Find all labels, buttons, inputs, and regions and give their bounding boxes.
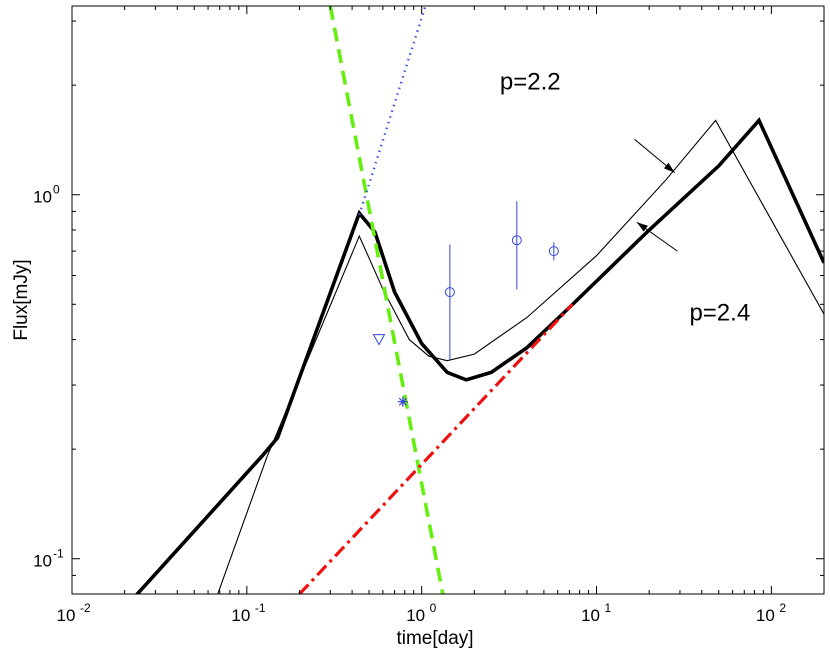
y-tick-exponent: 0: [53, 183, 60, 197]
data-point-asterisk: [397, 396, 408, 407]
annotation-text: p=2.4: [689, 299, 750, 326]
annotation-layer: p=2.2 p=2.4: [500, 68, 750, 326]
annotation-text: p=2.2: [500, 68, 561, 95]
x-tick-exponent: 1: [605, 601, 612, 615]
series-line: [217, 119, 824, 594]
x-tick-label: 10: [231, 606, 250, 625]
x-tick-label: 10: [756, 606, 775, 625]
x-tick-label: 10: [406, 606, 425, 625]
data-point-circle: [548, 246, 559, 257]
y-axis-label: Flux[mJy]: [11, 259, 32, 340]
y-tick-exponent: -1: [53, 547, 64, 561]
data-point-circle: [444, 287, 455, 298]
plot-frame: [71, 5, 825, 595]
x-tick-exponent: -1: [255, 601, 266, 615]
y-tick-label: 10: [33, 552, 52, 571]
asterisk-stroke: [398, 397, 407, 406]
plot-background: [72, 6, 824, 594]
series-line: [358, 6, 427, 216]
x-axis-label: time[day]: [396, 628, 473, 649]
series-line: [134, 117, 824, 594]
series-layer: [134, 6, 824, 594]
data-point-circle: [511, 235, 522, 246]
x-tick-exponent: 0: [430, 601, 437, 615]
series-line: [298, 303, 574, 594]
x-tick-exponent: 2: [779, 601, 786, 615]
annotation-arrowhead: [636, 222, 648, 232]
x-tick-label: 10: [581, 606, 600, 625]
annotation-arrowhead: [663, 162, 675, 173]
x-tick-label: 10: [57, 606, 76, 625]
series-line: [328, 6, 445, 594]
y-tick-label: 10: [33, 188, 52, 207]
data-point-triangle: [372, 334, 386, 346]
x-tick-exponent: -2: [80, 601, 91, 615]
tick-layer: 10 -2 10 -1 10 0 10 1 10 210 -110 0: [33, 6, 825, 625]
marker-layer: [372, 201, 559, 407]
